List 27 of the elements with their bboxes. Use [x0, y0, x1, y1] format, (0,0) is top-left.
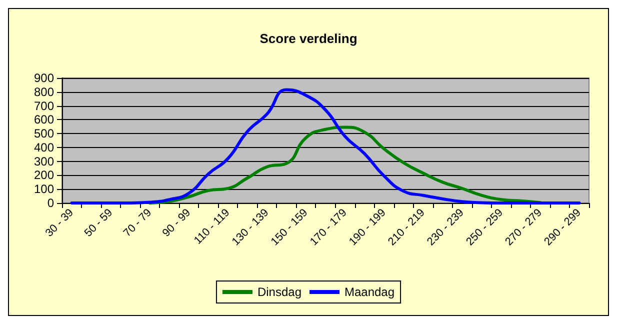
x-tick-label: 170 - 179 [308, 206, 350, 248]
x-tick-label: 70 - 79 [121, 206, 154, 240]
x-tick-label: 190 - 199 [346, 206, 388, 248]
y-tick-label: 300 [34, 154, 54, 168]
line-series [70, 88, 581, 204]
y-tick-label: 600 [34, 112, 54, 127]
x-tick-label: 290 - 299 [542, 206, 584, 248]
y-tick-label: 900 [34, 71, 54, 85]
y-tick-label: 200 [34, 168, 54, 182]
line-series [148, 126, 542, 204]
y-tick-label: 400 [34, 140, 54, 154]
x-tick-label: 150 - 159 [268, 206, 310, 248]
x-tick-label: 130 - 139 [230, 206, 272, 248]
x-tick-label: 250 - 259 [464, 206, 506, 248]
x-tick-label: 230 - 239 [425, 206, 466, 248]
legend-label: Dinsdag [257, 285, 302, 299]
x-tick-label: 90 - 99 [160, 206, 194, 240]
y-tick-label: 500 [34, 126, 54, 141]
x-tick-label: 50 - 59 [82, 206, 116, 240]
x-tick-label: 110 - 119 [192, 206, 232, 247]
y-tick-label: 800 [34, 84, 54, 99]
x-tick-label: 270 - 279 [503, 206, 544, 248]
x-tick-label: 210 - 219 [386, 206, 428, 248]
y-tick-label: 700 [34, 98, 54, 113]
legend-label: Maandag [344, 285, 395, 299]
y-tick-label: 100 [34, 182, 54, 196]
chart-title: Score verdeling [260, 31, 358, 46]
